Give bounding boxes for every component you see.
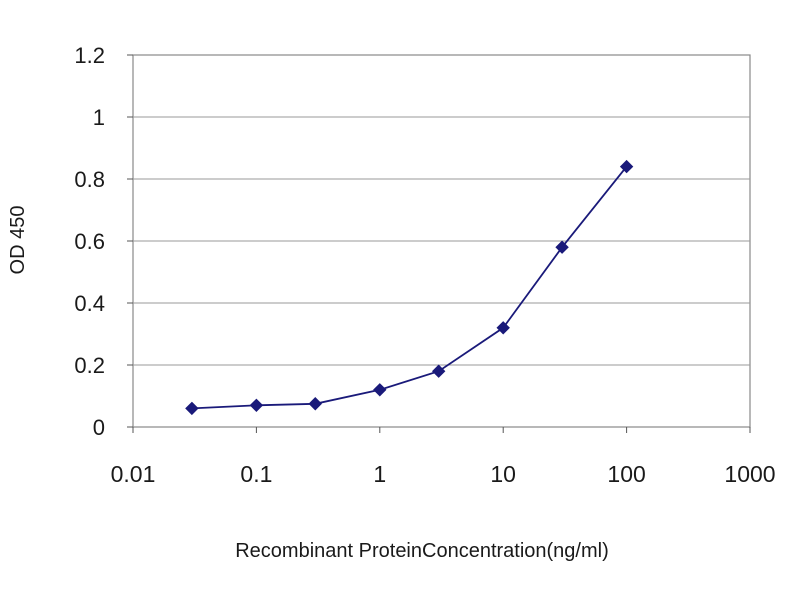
y-tick-label: 0 bbox=[93, 415, 105, 440]
x-tick-label: 10 bbox=[490, 461, 516, 487]
series-layer bbox=[185, 159, 634, 416]
x-tick-label: 100 bbox=[607, 461, 645, 487]
y-tick-label: 0.4 bbox=[74, 291, 105, 316]
y-axis-title: OD 450 bbox=[7, 206, 29, 275]
x-axis-ticks: 0.01 0.1 1 10 100 1000 bbox=[111, 427, 776, 487]
data-point bbox=[555, 240, 569, 254]
y-tick-label: 0.2 bbox=[74, 353, 105, 378]
y-tick-label: 0.6 bbox=[74, 229, 105, 254]
y-tick-label: 1.2 bbox=[74, 43, 105, 68]
y-axis-ticks: 0 0.2 0.4 0.6 0.8 1 1.2 bbox=[74, 43, 133, 440]
x-tick-label: 1 bbox=[373, 461, 386, 487]
data-point bbox=[308, 397, 322, 411]
x-axis-title: Recombinant ProteinConcentration(ng/ml) bbox=[235, 540, 609, 562]
data-point bbox=[373, 383, 387, 397]
data-point bbox=[496, 321, 510, 335]
series-line bbox=[191, 166, 628, 410]
y-tick-label: 0.8 bbox=[74, 167, 105, 192]
data-point bbox=[431, 364, 446, 378]
x-tick-label: 0.1 bbox=[240, 461, 272, 487]
data-point bbox=[185, 401, 199, 416]
x-tick-label: 1000 bbox=[724, 461, 775, 487]
grid-lines bbox=[133, 116, 750, 366]
data-point bbox=[619, 159, 634, 174]
y-tick-label: 1 bbox=[93, 105, 105, 130]
x-tick-label: 0.01 bbox=[111, 461, 156, 487]
data-point bbox=[249, 398, 264, 413]
